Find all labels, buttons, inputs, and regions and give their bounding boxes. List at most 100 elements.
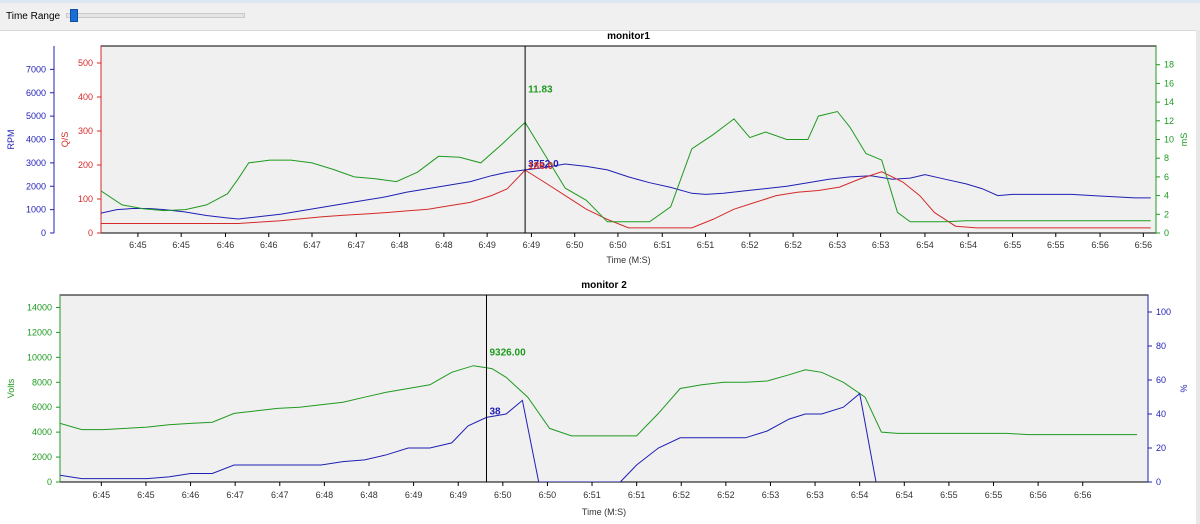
- y-tick-label: 400: [78, 92, 93, 102]
- chart-title: monitor 2: [581, 280, 627, 291]
- x-tick-label: 6:49: [449, 490, 467, 500]
- y-axis-pct: 0 20 40 60 80 100%: [1147, 295, 1189, 487]
- x-tick-label: 6:45: [93, 490, 111, 500]
- y-axis-rpm: 0 1000 2000 3000 4000 5000 6000 7000 RPM: [6, 46, 55, 238]
- x-tick-label: 6:52: [741, 240, 759, 250]
- cursor-value-label: 9326.00: [489, 348, 526, 359]
- x-tick-label: 6:50: [609, 240, 627, 250]
- y-tick-label: 4: [1164, 191, 1169, 201]
- x-tick-label: 6:52: [672, 490, 690, 500]
- y-axis-qs: 0 100 200 300 400 500 Q/S: [60, 46, 102, 238]
- y-tick-label: 100: [78, 194, 93, 204]
- y-tick-label: 6000: [26, 88, 46, 98]
- y-axis-title: Q/S: [60, 132, 70, 148]
- y-tick-label: 8: [1164, 153, 1169, 163]
- y-axis-volts: 0 2000 4000 6000 8000 10000 12000 14000 Volts: [6, 295, 61, 487]
- cursor-value-label: 11.83: [528, 84, 553, 95]
- y-tick-label: 3000: [26, 158, 46, 168]
- x-tick-label: 6:50: [539, 490, 557, 500]
- time-range-label: Time Range: [6, 11, 61, 22]
- x-tick-label: 6:47: [348, 240, 366, 250]
- x-tick-label: 6:49: [523, 240, 541, 250]
- y-tick-label: 0: [1156, 477, 1161, 487]
- y-tick-label: 1000: [26, 205, 46, 215]
- x-tick-label: 6:53: [806, 490, 824, 500]
- x-tick-label: 6:51: [653, 240, 671, 250]
- toolbar-highlight: [0, 0, 1200, 3]
- y-tick-label: 18: [1164, 60, 1174, 70]
- y-tick-label: 0: [47, 477, 52, 487]
- x-tick-label: 6:52: [717, 490, 735, 500]
- plot-area: [100, 45, 1157, 234]
- x-tick-label: 6:54: [896, 490, 914, 500]
- y-tick-label: 100: [1156, 307, 1171, 317]
- x-tick-label: 6:45: [129, 240, 147, 250]
- chart-2: monitor 2 6:45 6:45 6:46 6:47 6:47 6:48 6:48 6:4…: [6, 280, 1189, 517]
- series-line-rpm: [101, 163, 1151, 220]
- x-tick-label: 6:55: [985, 490, 1003, 500]
- series-line-ms: [101, 110, 1151, 223]
- window-edge: [1196, 30, 1200, 524]
- x-tick-label: 6:49: [405, 490, 423, 500]
- y-tick-label: 2000: [32, 452, 52, 462]
- x-tick-label: 6:45: [137, 490, 155, 500]
- y-tick-label: 4000: [32, 427, 52, 437]
- cursor-value-label: 3752.0: [528, 159, 559, 170]
- x-tick-label: 6:51: [697, 240, 715, 250]
- y-axis-title: Volts: [6, 378, 16, 398]
- y-tick-label: 12: [1164, 116, 1174, 126]
- x-tick-label: 6:56: [1135, 240, 1153, 250]
- x-tick-label: 6:46: [182, 490, 200, 500]
- y-tick-label: 10000: [27, 352, 52, 362]
- y-tick-label: 500: [78, 58, 93, 68]
- x-tick-label: 6:53: [829, 240, 847, 250]
- y-axis-title: RPM: [6, 130, 16, 150]
- series-line-volts: [60, 365, 1138, 437]
- x-tick-label: 6:48: [435, 240, 453, 250]
- x-tick-label: 6:54: [959, 240, 977, 250]
- x-tick-label: 6:51: [583, 490, 601, 500]
- x-tick-label: 6:50: [494, 490, 512, 500]
- x-tick-label: 6:56: [1029, 490, 1047, 500]
- y-axis-title: mS: [1179, 133, 1189, 147]
- y-tick-label: 40: [1156, 409, 1166, 419]
- y-tick-label: 7000: [26, 64, 46, 74]
- cursor-value-label: 38: [489, 406, 501, 417]
- x-tick-label: 6:47: [226, 490, 244, 500]
- x-axis-label: Time (M:S): [582, 507, 626, 517]
- y-tick-label: 8000: [32, 377, 52, 387]
- toolbar: Time Range: [0, 0, 1200, 31]
- chart-1: monitor1 6:45 6:45 6:46 6:46 6:47 6:47 6:48 6:48…: [6, 31, 1189, 265]
- y-tick-label: 6000: [32, 402, 52, 412]
- x-tick-label: 6:52: [784, 240, 802, 250]
- y-tick-label: 2: [1164, 209, 1169, 219]
- x-tick-label: 6:55: [940, 490, 958, 500]
- x-tick-label: 6:45: [172, 240, 190, 250]
- x-tick-label: 6:54: [851, 490, 869, 500]
- time-range-slider-track[interactable]: [66, 13, 245, 18]
- x-tick-label: 6:47: [303, 240, 321, 250]
- y-tick-label: 0: [88, 228, 93, 238]
- time-range-slider-thumb[interactable]: [69, 9, 78, 22]
- x-tick-label: 6:53: [762, 490, 780, 500]
- y-tick-label: 300: [78, 126, 93, 136]
- x-tick-label: 6:47: [271, 490, 289, 500]
- x-axis-label: Time (M:S): [606, 255, 650, 265]
- x-tick-label: 6:49: [478, 240, 496, 250]
- x-tick-label: 6:46: [260, 240, 278, 250]
- y-tick-label: 5000: [26, 111, 46, 121]
- y-tick-label: 0: [1164, 228, 1169, 238]
- y-tick-label: 14000: [27, 302, 52, 312]
- x-tick-label: 6:50: [566, 240, 584, 250]
- x-tick-label: 6:55: [1004, 240, 1022, 250]
- y-tick-label: 2000: [26, 181, 46, 191]
- y-tick-label: 6: [1164, 172, 1169, 182]
- plot-area: [59, 294, 1149, 483]
- y-tick-label: 4000: [26, 135, 46, 145]
- x-tick-label: 6:48: [360, 490, 378, 500]
- series-line-qs: [101, 169, 1151, 229]
- y-axis-ms: 0 2 4 6 8 10 12 14 16 18 mS: [1155, 46, 1189, 238]
- y-tick-label: 14: [1164, 97, 1174, 107]
- x-tick-label: 6:51: [628, 490, 646, 500]
- chart-title: monitor1: [607, 31, 650, 42]
